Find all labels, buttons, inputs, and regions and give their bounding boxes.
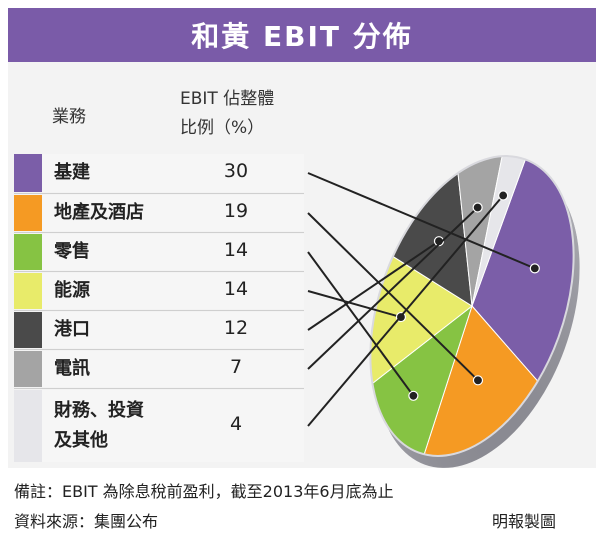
legend-row-background bbox=[14, 351, 304, 387]
leader-line bbox=[307, 240, 440, 331]
legend-swatch bbox=[14, 234, 42, 270]
category-label: 基建 bbox=[54, 162, 90, 183]
legend-swatch bbox=[14, 390, 42, 462]
leader-dot bbox=[408, 390, 419, 401]
legend-row: 電訊 7 bbox=[14, 351, 304, 387]
value-label: 30 bbox=[223, 160, 249, 182]
leader-line bbox=[307, 290, 402, 319]
legend-swatch bbox=[14, 351, 42, 387]
legend-row: 零售 14 bbox=[14, 234, 304, 270]
leader-line bbox=[307, 194, 504, 427]
category-label: 港口 bbox=[54, 319, 90, 340]
value-label: 4 bbox=[229, 413, 243, 435]
legend-swatch bbox=[14, 154, 42, 192]
legend-swatch bbox=[14, 195, 42, 231]
row-separator bbox=[14, 388, 304, 389]
legend-row-background bbox=[14, 273, 304, 309]
category-label: 電訊 bbox=[54, 358, 90, 379]
legend-row: 地產及酒店 19 bbox=[14, 195, 304, 231]
footer-note: 備註：EBIT 為除息稅前盈利，截至2013年6月底為止 bbox=[14, 482, 394, 501]
column-header-ebit-share: EBIT 佔整體 bbox=[180, 89, 275, 109]
row-separator bbox=[14, 310, 304, 311]
legend-swatch bbox=[14, 312, 42, 348]
value-label: 14 bbox=[223, 239, 249, 261]
leader-line bbox=[307, 251, 415, 397]
footer-source: 資料來源：集團公布 bbox=[14, 512, 159, 531]
row-separator bbox=[14, 271, 304, 272]
category-label: 財務、投資 bbox=[54, 400, 144, 421]
row-separator bbox=[14, 349, 304, 350]
category-label: 能源 bbox=[54, 280, 90, 301]
legend-row-background bbox=[14, 234, 304, 270]
leader-line bbox=[307, 212, 479, 382]
category-label: 零售 bbox=[54, 241, 90, 262]
legend-row-background bbox=[14, 312, 304, 348]
column-header-business: 業務 bbox=[52, 107, 86, 127]
footer-credit: 明報製圖 bbox=[492, 512, 557, 531]
leader-dot bbox=[498, 190, 509, 201]
legend-row: 財務、投資及其他 4 bbox=[14, 390, 304, 462]
legend-row: 能源 14 bbox=[14, 273, 304, 309]
legend-row: 港口 12 bbox=[14, 312, 304, 348]
column-header-ebit-unit: 比例（%） bbox=[180, 118, 265, 138]
legend-row-background bbox=[14, 390, 304, 462]
leader-line bbox=[307, 172, 536, 270]
legend-row: 基建 30 bbox=[14, 154, 304, 192]
category-label: 及其他 bbox=[54, 430, 108, 451]
value-label: 19 bbox=[223, 200, 249, 222]
chart-title: 和黃 EBIT 分佈 bbox=[8, 8, 596, 62]
pie-rim-highlight bbox=[369, 155, 575, 457]
leader-dot bbox=[472, 202, 483, 213]
row-separator bbox=[14, 193, 304, 194]
value-label: 7 bbox=[229, 356, 243, 378]
legend-swatch bbox=[14, 273, 42, 309]
value-label: 14 bbox=[223, 278, 249, 300]
leader-dot bbox=[529, 263, 540, 274]
leader-dot bbox=[472, 375, 484, 386]
leader-line bbox=[307, 206, 479, 370]
category-label: 地產及酒店 bbox=[54, 202, 144, 223]
value-label: 12 bbox=[223, 317, 249, 339]
legend-row-background bbox=[14, 154, 304, 192]
row-separator bbox=[14, 232, 304, 233]
legend-row-background bbox=[14, 195, 304, 231]
